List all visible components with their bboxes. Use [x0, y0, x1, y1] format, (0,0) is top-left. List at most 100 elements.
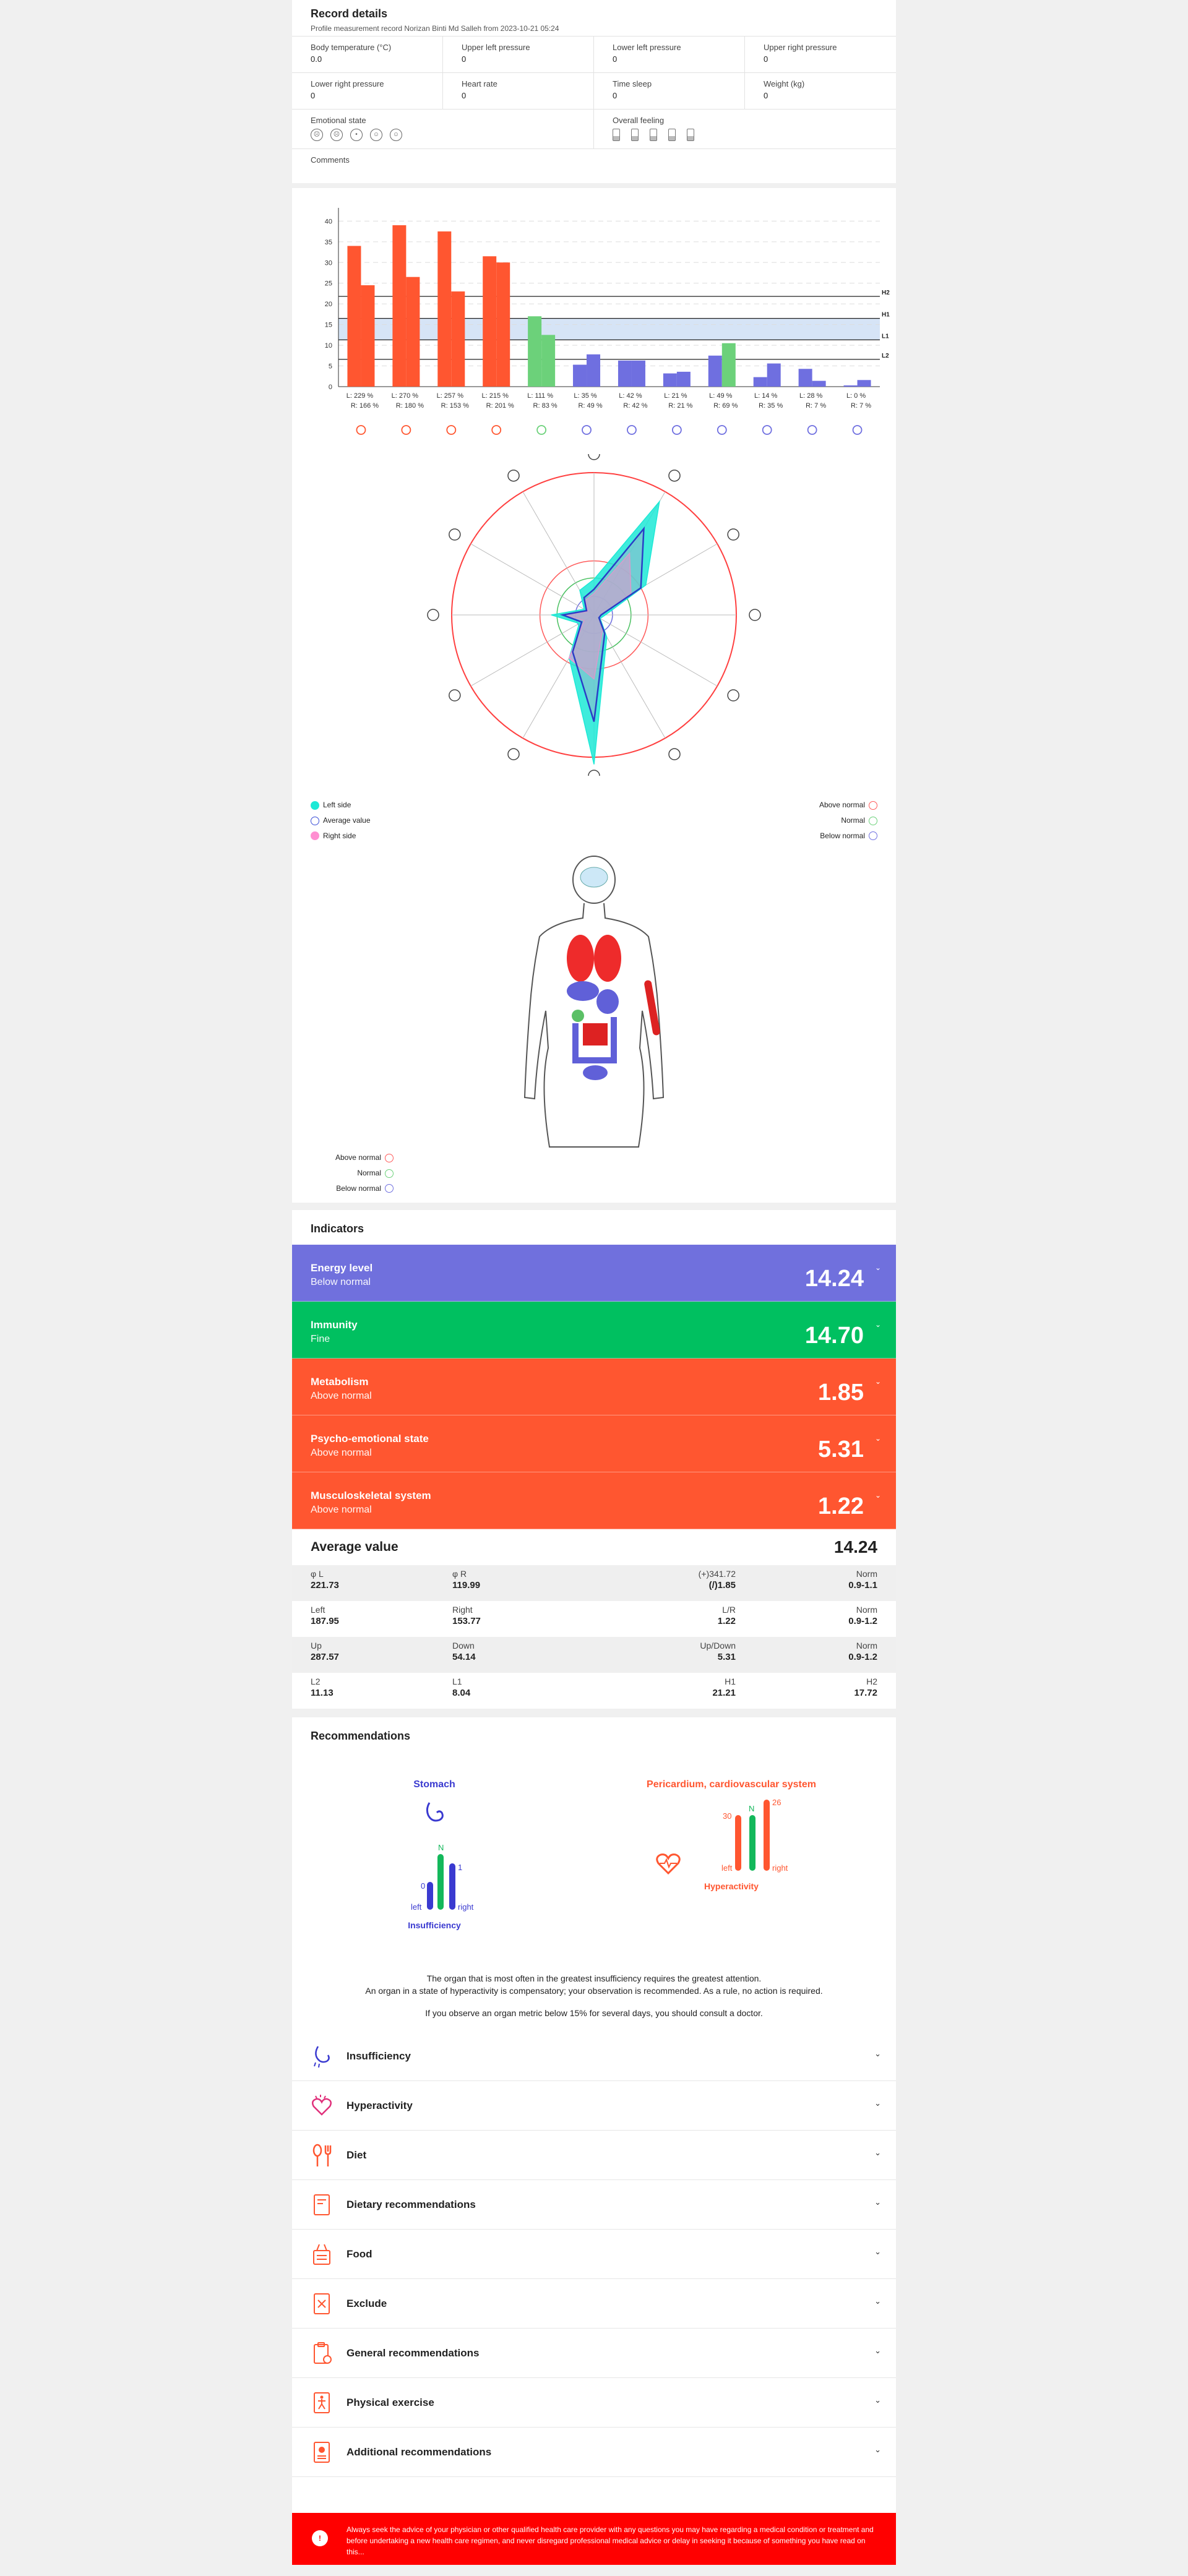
chevron-down-icon[interactable]: ⌄ [874, 2049, 881, 2058]
organ-icon[interactable] [588, 454, 600, 460]
stomach-right-value: 1 [458, 1863, 462, 1872]
bar-left[interactable] [618, 360, 632, 387]
bar-left[interactable] [392, 225, 407, 387]
bar-right[interactable] [587, 354, 601, 387]
bar-left[interactable] [753, 377, 767, 387]
organ-icon[interactable] [727, 528, 739, 541]
chevron-down-icon[interactable]: ⌄ [874, 2098, 881, 2108]
organ-icon[interactable] [627, 425, 637, 435]
chevron-down-icon[interactable]: ⌄ [874, 1434, 881, 1443]
field-lower-right-pressure: Lower right pressure 0 [292, 73, 443, 109]
battery-4-icon[interactable] [668, 129, 676, 141]
chevron-down-icon[interactable]: ⌄ [874, 2247, 881, 2256]
organ-icon[interactable] [671, 425, 682, 435]
record-subtitle: Profile measurement record Norizan Binti… [311, 24, 559, 33]
bar-right[interactable] [857, 380, 871, 387]
organ-icon[interactable] [356, 425, 366, 435]
metrics-row: Left 187.95 Right 153.77 L/R 1.22 Norm 0.9-1… [311, 1605, 877, 1626]
organ-icon[interactable] [717, 425, 727, 435]
bar-left[interactable] [663, 373, 677, 387]
bar-left[interactable] [573, 364, 587, 387]
bar-left[interactable] [798, 369, 812, 387]
normal-band [338, 318, 880, 340]
accordion-dietary-recommendations[interactable]: Dietary recommendations ⌄ [292, 2180, 896, 2230]
happy-face-icon[interactable]: ☺ [390, 129, 402, 141]
organ-icon[interactable] [668, 748, 681, 760]
accordion-physical-exercise[interactable]: Physical exercise ⌄ [292, 2378, 896, 2428]
organ-icon[interactable] [446, 425, 457, 435]
organ-icon[interactable] [852, 425, 863, 435]
chevron-down-icon[interactable]: ⌄ [874, 1491, 881, 1500]
very-sad-face-icon[interactable]: ☹ [311, 129, 323, 141]
accordion-additional-recommendations[interactable]: Additional recommendations ⌄ [292, 2428, 896, 2477]
accordion-hyperactivity[interactable]: Hyperactivity ⌄ [292, 2081, 896, 2131]
chevron-down-icon[interactable]: ⌄ [874, 2395, 881, 2405]
bar-right[interactable] [631, 360, 645, 387]
bar-right[interactable] [812, 380, 826, 387]
smile-face-icon[interactable]: ☺ [370, 129, 382, 141]
organ-icon[interactable] [427, 609, 439, 621]
accordion-insufficiency[interactable]: Insufficiency ⌄ [292, 2032, 896, 2081]
organ-icon[interactable] [749, 609, 761, 621]
organ-icon[interactable] [588, 770, 600, 776]
organ-icon[interactable] [507, 748, 520, 760]
organ-icon[interactable] [668, 470, 681, 482]
chevron-down-icon[interactable]: ⌄ [874, 2296, 881, 2306]
bar-right[interactable] [496, 262, 510, 387]
neutral-face-icon[interactable]: • [350, 129, 363, 141]
indicator-immunity[interactable]: Immunity Fine 14.70 ⌄ [292, 1302, 896, 1359]
organ-icon[interactable] [727, 689, 739, 702]
chevron-down-icon[interactable]: ⌄ [874, 2346, 881, 2355]
organ-icon[interactable] [491, 425, 502, 435]
bar-right[interactable] [721, 343, 736, 387]
accordion-general-recommendations[interactable]: General recommendations ⌄ [292, 2329, 896, 2378]
organ-icon[interactable] [401, 425, 411, 435]
bar-label-right: R: 7 % [806, 402, 826, 410]
chevron-down-icon[interactable]: ⌄ [874, 2148, 881, 2157]
bar-right[interactable] [767, 363, 781, 387]
bar-right[interactable] [361, 285, 375, 387]
bar-right[interactable] [406, 277, 420, 387]
bar-left[interactable] [483, 256, 497, 387]
battery-2-icon[interactable] [631, 129, 639, 141]
organ-icon[interactable] [807, 425, 817, 435]
indicator-energy-level[interactable]: Energy level Below normal 14.24 ⌄ [292, 1245, 896, 1302]
battery-1-icon[interactable] [613, 129, 620, 141]
organ-icon[interactable] [536, 425, 547, 435]
bar-left[interactable] [843, 385, 858, 387]
record-states: Emotional state ☹ ☹ • ☺ ☺ Overall feeling [292, 109, 896, 149]
bar-right[interactable] [676, 371, 691, 387]
accordion-diet[interactable]: Diet ⌄ [292, 2131, 896, 2180]
bar-left[interactable] [437, 231, 452, 387]
body-legend: Above normal Normal Below normal [307, 1153, 394, 1193]
bar-left[interactable] [528, 316, 542, 387]
comments-label: Comments [311, 155, 350, 165]
indicator-psycho-emotional[interactable]: Psycho-emotional state Above normal 5.31 ⌄ [292, 1415, 896, 1472]
bar-left[interactable] [347, 246, 361, 387]
left-lung-icon [567, 935, 594, 982]
chevron-down-icon[interactable]: ⌄ [874, 1320, 881, 1329]
pericardium-left-value: 30 [723, 1811, 731, 1821]
chevron-down-icon[interactable]: ⌄ [874, 1263, 881, 1272]
battery-5-icon[interactable] [687, 129, 694, 141]
chevron-down-icon[interactable]: ⌄ [874, 1377, 881, 1386]
organ-icon[interactable] [449, 689, 461, 702]
radar-right-series [565, 552, 632, 680]
indicator-metabolism[interactable]: Metabolism Above normal 1.85 ⌄ [292, 1359, 896, 1415]
accordion-food[interactable]: Food ⌄ [292, 2230, 896, 2279]
organ-icon[interactable] [582, 425, 592, 435]
bar-right[interactable] [451, 291, 465, 387]
bar-right[interactable] [541, 335, 556, 387]
chevron-down-icon[interactable]: ⌄ [874, 2445, 881, 2454]
indicator-musculoskeletal[interactable]: Musculoskeletal system Above normal 1.22 ⌄ [292, 1472, 896, 1529]
heart-icon [656, 1853, 681, 1875]
gallbladder-icon [572, 1010, 584, 1022]
organ-icon[interactable] [507, 470, 520, 482]
battery-3-icon[interactable] [650, 129, 657, 141]
bar-left[interactable] [708, 355, 722, 387]
chevron-down-icon[interactable]: ⌄ [874, 2197, 881, 2207]
organ-icon[interactable] [762, 425, 772, 435]
accordion-exclude[interactable]: Exclude ⌄ [292, 2279, 896, 2329]
organ-icon[interactable] [449, 528, 461, 541]
sad-face-icon[interactable]: ☹ [330, 129, 343, 141]
